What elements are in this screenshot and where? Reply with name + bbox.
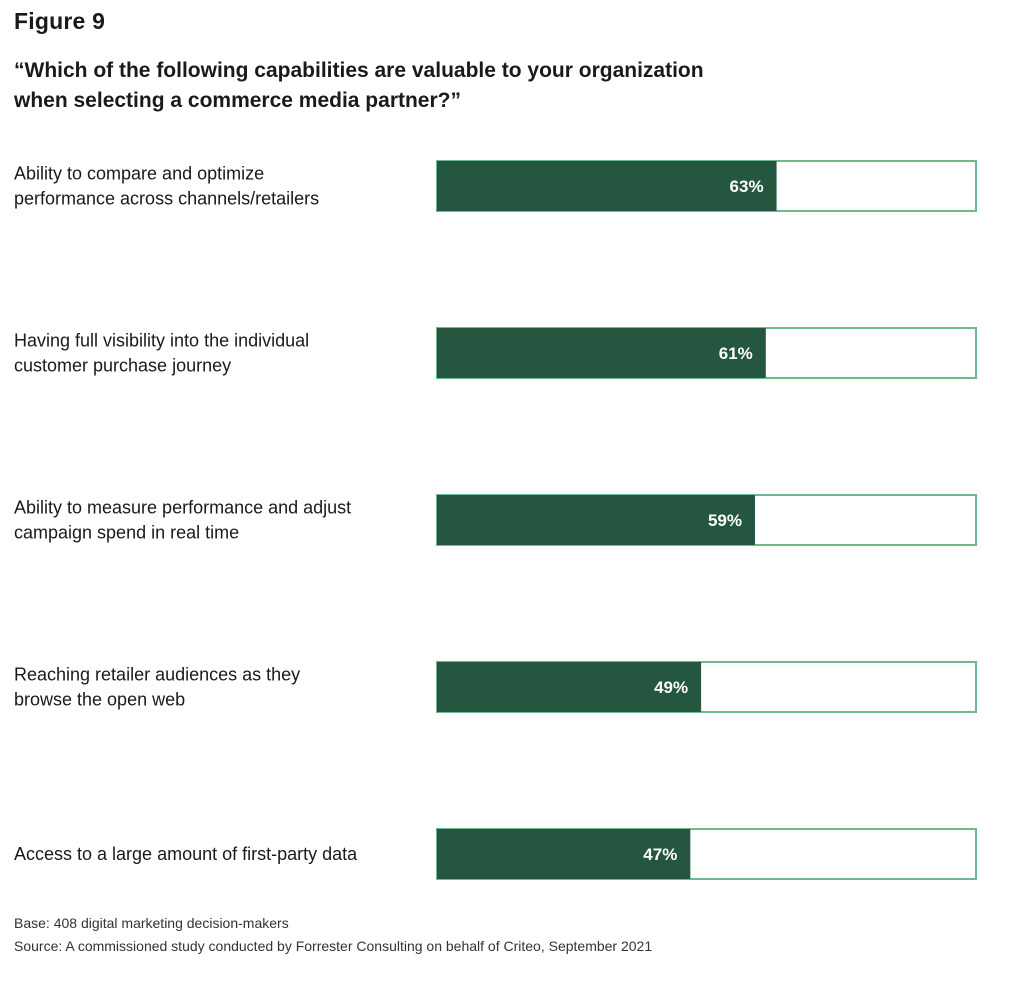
bar — [437, 662, 702, 712]
figure-label: Figure 9 — [14, 8, 106, 34]
bar — [437, 328, 766, 378]
category-label: performance across channels/retailers — [14, 189, 319, 209]
base-footnote: Base: 408 digital marketing decision-mak… — [14, 915, 289, 931]
category-label: Ability to measure performance and adjus… — [14, 498, 351, 518]
category-label: Access to a large amount of first-party … — [14, 844, 358, 864]
category-label: Ability to compare and optimize — [14, 164, 264, 184]
category-label: Having full visibility into the individu… — [14, 331, 309, 351]
bar — [437, 829, 691, 879]
source-footnote: Source: A commissioned study conducted b… — [14, 938, 653, 954]
chart-title: “Which of the following capabilities are… — [14, 59, 704, 112]
data-label: 59% — [708, 511, 742, 530]
category-label: Reaching retailer audiences as they — [14, 665, 300, 685]
data-label: 61% — [719, 344, 753, 363]
category-label: customer purchase journey — [14, 356, 231, 376]
data-label: 49% — [654, 678, 688, 697]
bar — [437, 495, 756, 545]
category-label: browse the open web — [14, 690, 185, 710]
bar — [437, 161, 777, 211]
category-label: campaign spend in real time — [14, 523, 239, 543]
data-label: 47% — [643, 845, 677, 864]
data-label: 63% — [730, 177, 764, 196]
bar-chart: 63% Ability to compare and optimize perfor… — [14, 160, 977, 880]
